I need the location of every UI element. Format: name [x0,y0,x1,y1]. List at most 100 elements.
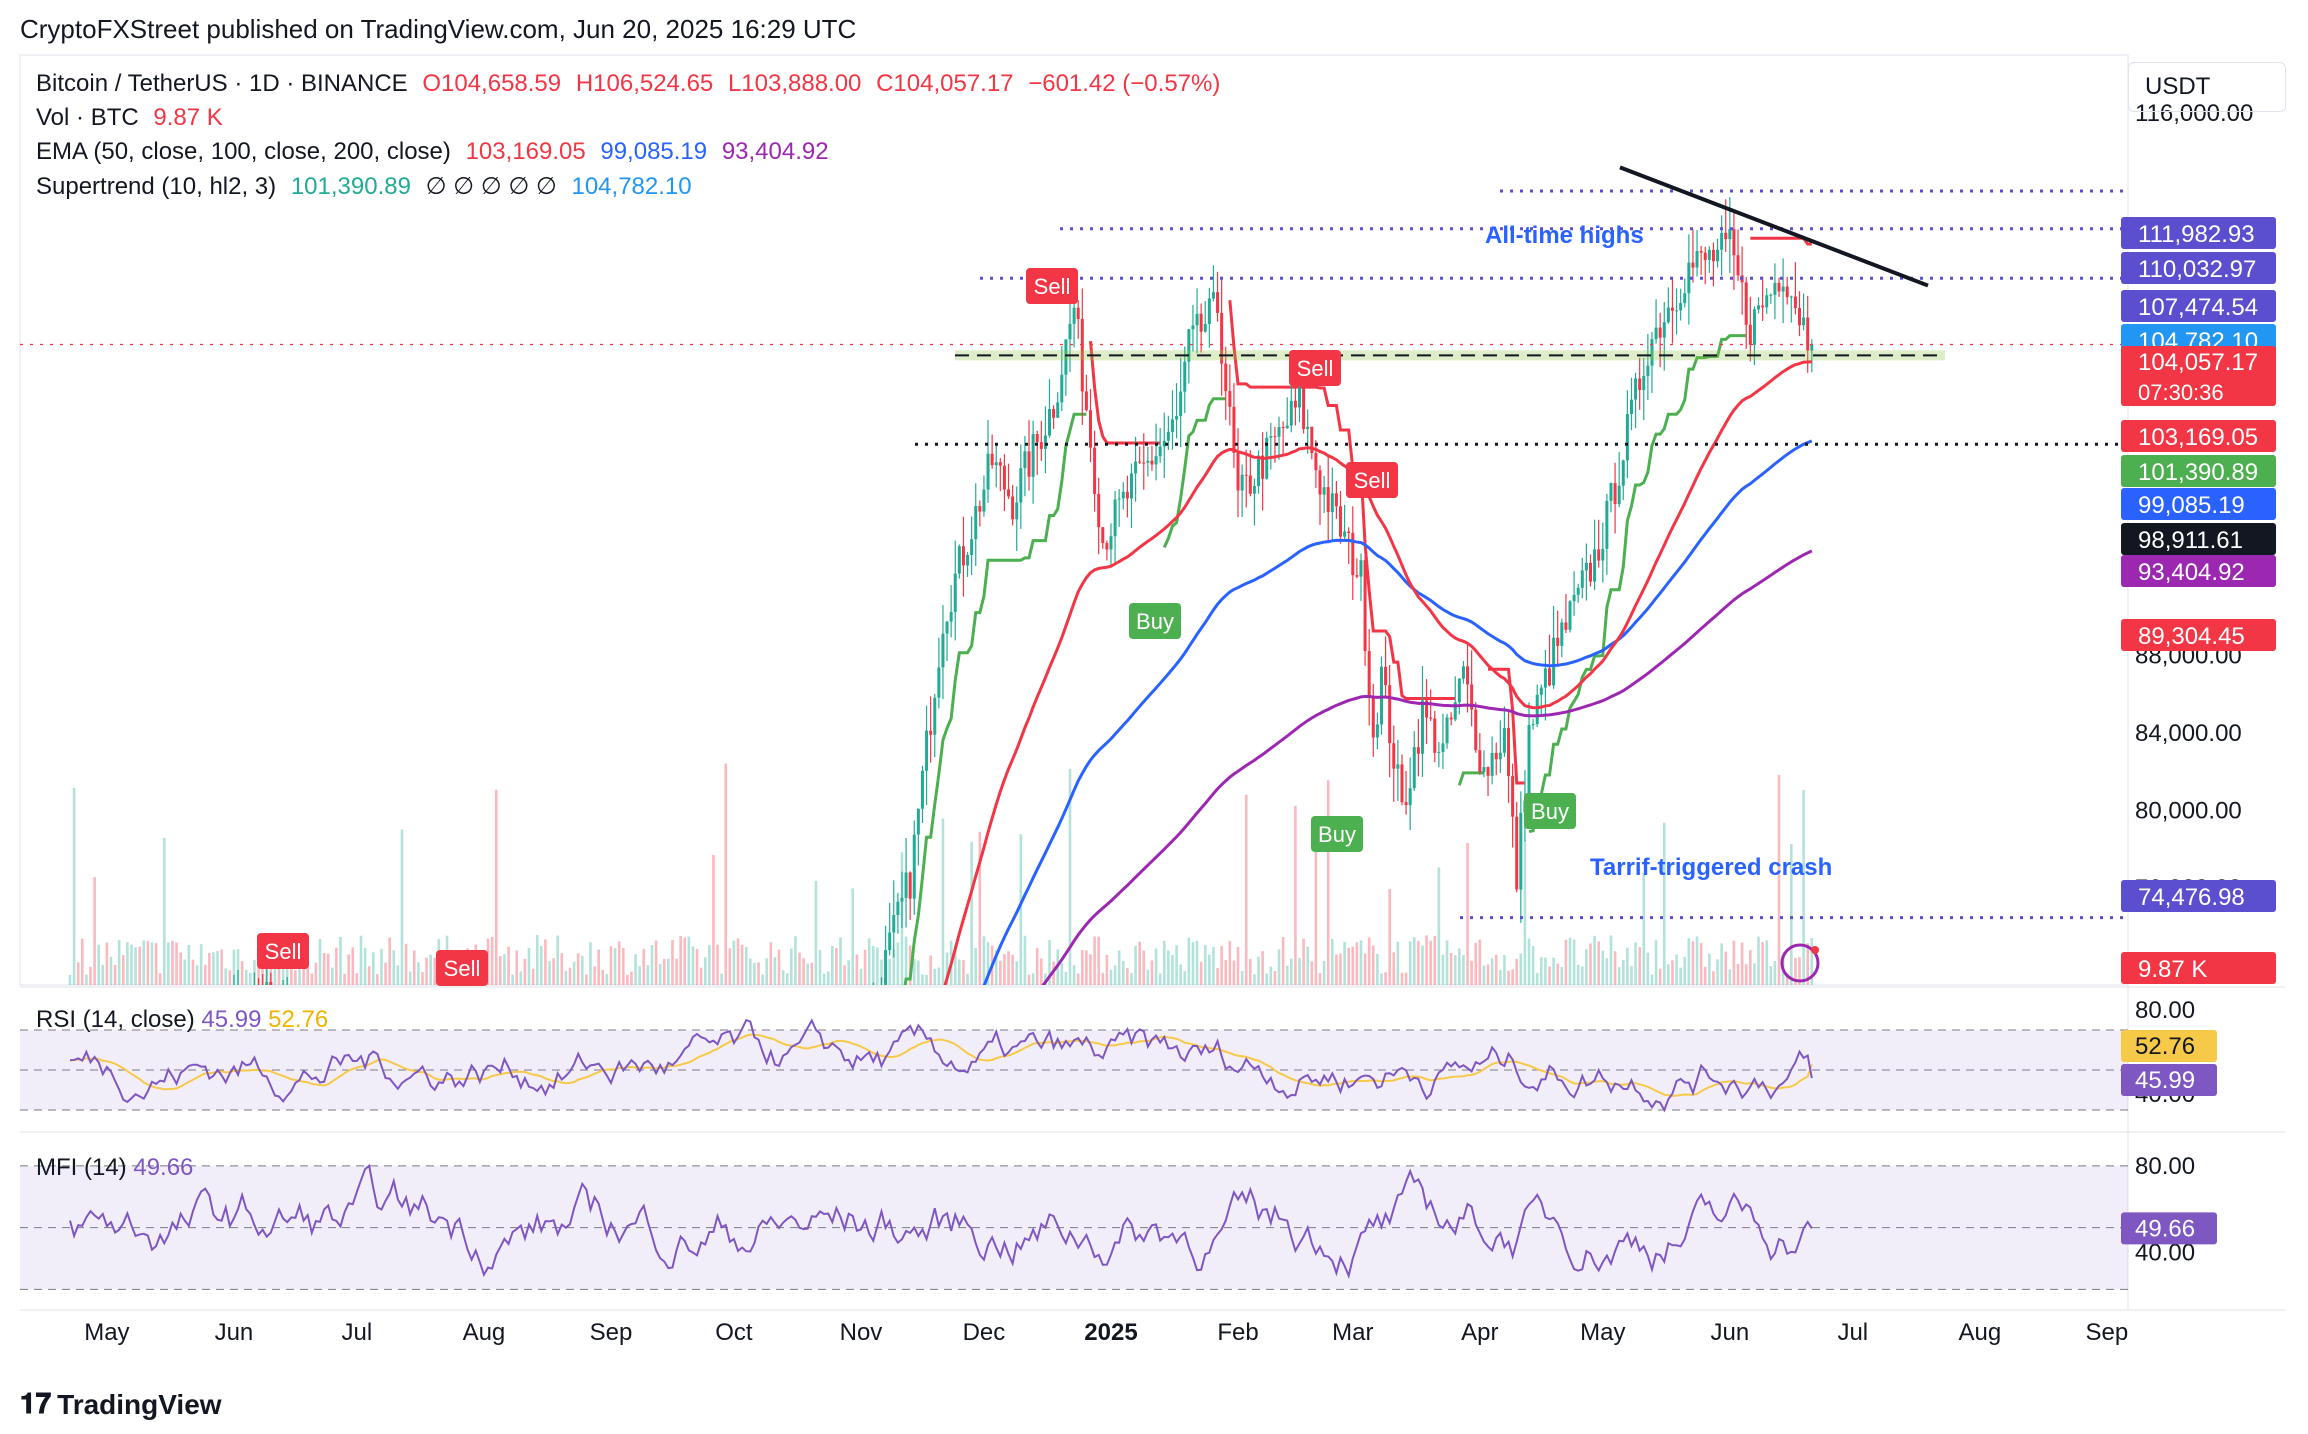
candle-body [1052,409,1056,418]
volume-bar [1011,954,1014,985]
volume-bar [1060,963,1064,985]
volume-bar [1322,960,1326,985]
volume-bar [68,974,72,985]
volume-bar [1785,973,1789,985]
time-axis-label[interactable]: Sep [590,1319,633,1346]
candle-body [1605,500,1609,549]
candle-body [1675,310,1679,312]
time-axis-label[interactable]: Jun [1710,1319,1749,1346]
mfi-label[interactable]: MFI (14) [36,1154,127,1181]
time-axis-label[interactable]: Jun [215,1319,254,1346]
volume-bar [335,947,338,985]
candle-body [1789,296,1793,298]
volume-bar [1445,940,1449,985]
volume-bar [1269,966,1273,985]
volume-bar [642,948,646,985]
candle-body [1498,752,1502,760]
time-axis-label[interactable]: Oct [715,1319,753,1346]
candle-body [1183,361,1187,392]
candle-body [1646,365,1650,376]
candle-body [1076,307,1080,320]
time-axis-label[interactable]: 2025 [1084,1319,1137,1346]
time-axis-label[interactable]: Nov [840,1319,883,1346]
volume-bar [904,936,908,985]
volume-bar [1548,966,1551,985]
candle-body [1064,339,1068,375]
candle-body [1793,296,1797,308]
price-tag-label: 9.87 K [2138,956,2207,983]
volume-bar [1691,941,1695,985]
candle-body [823,1113,826,1123]
time-axis-label[interactable]: Sep [2086,1319,2129,1346]
volume-bar [1765,940,1769,985]
candle-body [1584,562,1588,571]
time-axis-label[interactable]: Feb [1217,1319,1258,1346]
volume-bar [1019,834,1023,985]
supertrend-empty: ∅ ∅ ∅ ∅ ∅ [425,173,557,200]
volume-bar [835,947,838,985]
candle-body [1474,709,1478,751]
rsi-label[interactable]: RSI (14, close) [36,1006,195,1033]
candle-body [1228,391,1232,407]
candle-body [1334,493,1338,507]
price-tag-label: 89,304.45 [2138,623,2245,650]
time-axis-label[interactable]: Dec [963,1319,1006,1346]
candle-body [953,573,957,612]
time-axis-label[interactable]: Mar [1332,1319,1373,1346]
volume-bar [749,958,752,985]
time-axis-label[interactable]: Aug [1958,1319,2001,1346]
volume-bar [1224,960,1228,985]
time-axis-label[interactable]: Apr [1461,1319,1498,1346]
candle-body [1535,694,1539,725]
volume-bar [1195,940,1199,985]
time-axis-label[interactable]: May [84,1319,129,1346]
candle-body [1162,440,1166,447]
volume-bar [339,936,342,985]
volume-bar [1658,968,1662,985]
volume-bar [646,965,650,985]
volume-bar [1023,935,1027,985]
symbol-name[interactable]: Bitcoin / TetherUS · 1D · BINANCE [36,70,408,97]
volume-bar [1273,971,1277,985]
volume-bar [1064,971,1068,985]
volume-bar [158,973,162,985]
volume-bar [953,945,957,985]
currency-selector[interactable]: USDT [2128,62,2286,112]
volume-bar [912,958,916,985]
volume-label[interactable]: Vol · BTC [36,104,139,131]
brand: 𝟏𝟕 TradingView [20,1388,222,1421]
time-axis-label[interactable]: Jul [1837,1319,1868,1346]
candle-body [1416,747,1420,754]
candle-body [720,1303,723,1309]
time-axis-label[interactable]: Aug [463,1319,506,1346]
volume-bar [1679,967,1682,985]
volume-bar [540,946,543,985]
volume-bar [790,948,793,985]
volume-bar [294,970,297,985]
candle-body [1716,249,1720,262]
tradingview-logo-icon: 𝟏𝟕 [20,1388,52,1419]
ema-label[interactable]: EMA (50, close, 100, close, 200, close) [36,138,451,165]
volume-bar [121,955,125,985]
candle-body [1150,460,1154,465]
candle-body [937,667,941,698]
candle-body [904,872,908,898]
volume-bar [978,831,982,985]
publisher-line: CryptoFXStreet published on TradingView.… [20,14,857,44]
supertrend-label[interactable]: Supertrend (10, hl2, 3) [36,173,277,200]
time-axis-label[interactable]: Jul [342,1319,373,1346]
price-tag [2121,290,2276,322]
volume-bar [634,954,637,985]
candle-body [343,1111,346,1129]
volume-bar [593,966,596,985]
candle-body [1043,435,1047,449]
volume-bar [486,938,490,985]
price-tag-countdown: 07:30:36 [2138,380,2224,405]
volume-bar [1220,945,1223,985]
time-axis-label[interactable]: May [1580,1319,1625,1346]
volume-bar [244,969,248,985]
volume-bar [732,940,736,985]
volume-bar [113,964,117,985]
volume-bar [1458,948,1461,985]
